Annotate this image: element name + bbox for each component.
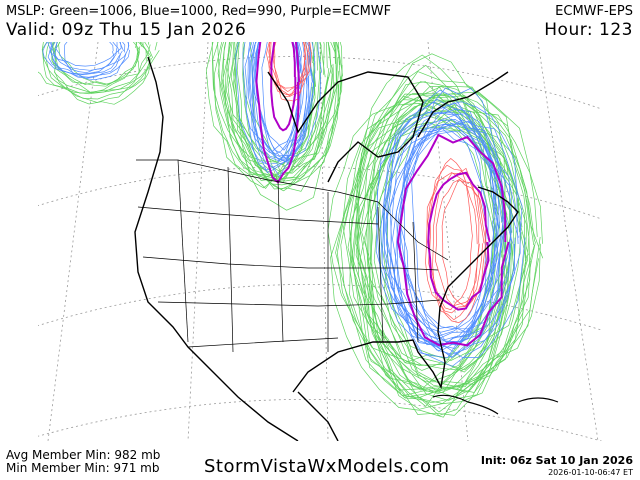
green-contour (236, 42, 340, 192)
blue-contour (253, 42, 305, 162)
blue-contour (53, 42, 121, 79)
green-contour (227, 42, 317, 181)
blue-contour (394, 123, 513, 367)
blue-contour (244, 42, 302, 171)
min-member-min: Min Member Min: 971 mb (6, 461, 160, 475)
green-contour (225, 42, 343, 182)
mslp-map (38, 42, 602, 441)
ecmwf-contour (255, 42, 300, 184)
blue-contour (411, 87, 507, 346)
blue-contour (400, 119, 526, 358)
green-contour (51, 42, 160, 93)
green-contour (45, 42, 154, 100)
green-contour (41, 42, 151, 94)
blue-contour (242, 42, 303, 153)
blue-contour (375, 99, 503, 340)
legend-line: MSLP: Green=1006, Blue=1000, Red=990, Pu… (6, 4, 392, 19)
red-contour (268, 42, 313, 89)
blue-contour (389, 118, 519, 359)
ecmwf-contour (427, 171, 491, 311)
green-contour (340, 93, 535, 395)
blue-contour (261, 42, 315, 162)
green-contour (230, 42, 329, 182)
brand-watermark: StormVistaWxModels.com (204, 456, 450, 477)
green-contour (42, 42, 139, 93)
ensemble-contours (38, 42, 544, 418)
ecmwf-contour (396, 133, 510, 347)
green-contour (371, 86, 507, 416)
blue-contour (380, 101, 488, 359)
valid-time: Valid: 09z Thu 15 Jan 2026 (6, 20, 247, 40)
blue-contour (254, 42, 323, 157)
red-contour (441, 179, 487, 307)
coastlines-borders (134, 56, 559, 441)
green-contour (368, 119, 532, 393)
blue-contour (384, 113, 499, 346)
green-contour (361, 94, 522, 373)
green-contour (368, 91, 541, 390)
green-contour (226, 42, 334, 173)
forecast-hour: Hour: 123 (544, 20, 633, 40)
init-time: Init: 06z Sat 10 Jan 2026 (480, 454, 633, 467)
green-contour (234, 42, 330, 186)
model-name: ECMWF-EPS (555, 4, 633, 19)
green-contour (233, 42, 339, 211)
avg-member-min: Avg Member Min: 982 mb (6, 448, 161, 462)
green-contour (233, 42, 322, 177)
red-contour (268, 42, 310, 98)
generated-time: 2026-01-10-06:47 ET (548, 468, 633, 477)
blue-contour (49, 42, 130, 71)
green-contour (355, 109, 543, 385)
green-contour (217, 42, 334, 178)
blue-contour (390, 123, 503, 341)
green-contour (358, 101, 508, 382)
green-contour (242, 42, 329, 192)
blue-contour (248, 42, 300, 174)
green-contour (350, 71, 531, 399)
blue-contour (375, 112, 499, 337)
blue-contour (55, 42, 118, 74)
state-borders (136, 159, 449, 353)
blue-contour (251, 42, 300, 155)
blue-contour (383, 102, 499, 352)
green-contour (53, 42, 140, 103)
green-contour (365, 81, 512, 413)
blue-contour (49, 42, 122, 67)
red-contour (429, 158, 473, 311)
green-contour (221, 42, 337, 180)
red-contour (273, 42, 306, 97)
green-contour (220, 42, 341, 190)
green-contour (222, 42, 344, 179)
blue-contour (235, 42, 303, 165)
blue-contour (399, 101, 521, 342)
green-contour (58, 42, 151, 85)
green-contour (38, 42, 151, 95)
blue-contour (64, 42, 127, 81)
blue-contour (42, 42, 124, 76)
blue-contour (47, 42, 130, 78)
green-contour (355, 126, 529, 391)
green-contour (51, 42, 140, 87)
blue-contour (50, 42, 115, 75)
